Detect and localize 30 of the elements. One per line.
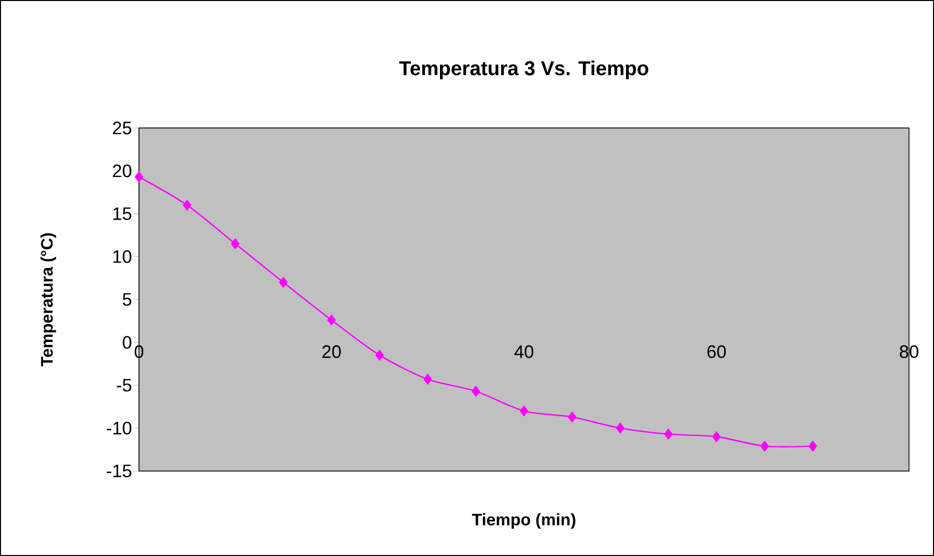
y-tick-label: 0	[122, 336, 132, 349]
point	[760, 440, 769, 452]
y-axis-title: Temperatura (°C)	[40, 233, 56, 366]
x-tick-label: 60	[707, 345, 726, 358]
point	[182, 200, 192, 211]
y-tick-label: 25	[112, 122, 132, 134]
point	[327, 314, 336, 326]
point	[472, 386, 480, 397]
point	[664, 428, 673, 440]
y-tick-label: 5	[122, 293, 132, 306]
point	[279, 277, 288, 288]
point	[520, 406, 528, 416]
point	[712, 431, 721, 442]
point	[375, 350, 384, 361]
x-tick-label: 20	[322, 345, 341, 358]
y-tick-label: -5	[116, 378, 132, 392]
y-tick-label: -15	[106, 464, 132, 478]
x-axis-title: Tiempo (min)	[472, 513, 576, 529]
point	[134, 172, 144, 182]
point	[231, 238, 240, 250]
y-tick-label: 20	[112, 164, 132, 178]
point	[616, 422, 624, 434]
y-tick-label: 15	[113, 207, 132, 220]
x-tick-label: 40	[514, 345, 534, 358]
point	[424, 374, 432, 385]
point	[808, 440, 817, 452]
y-tick-label: -10	[106, 422, 132, 434]
chart-title: Temperatura 3 Vs. Tiempo	[399, 60, 648, 80]
point	[568, 412, 576, 422]
y-tick-label: 10	[113, 250, 132, 263]
